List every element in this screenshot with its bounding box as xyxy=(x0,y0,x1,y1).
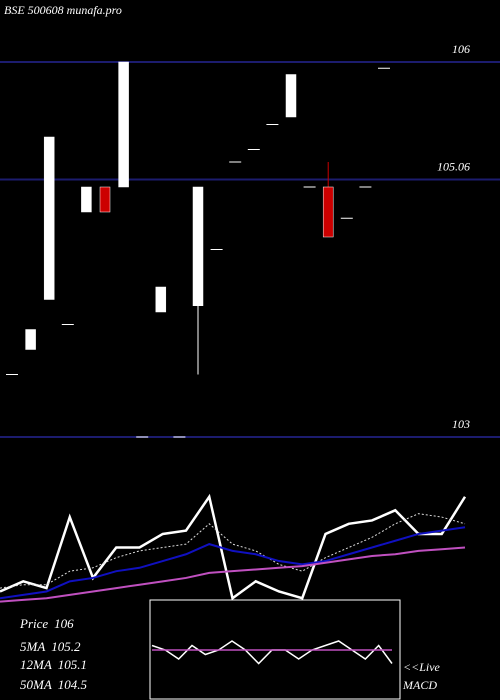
legend-name: 5MA xyxy=(20,639,45,654)
macd-label: <<Live xyxy=(403,660,441,674)
candle-body xyxy=(25,329,36,350)
series-line xyxy=(0,546,466,603)
legend-entry: 5MA 105.2 xyxy=(20,639,81,654)
candle-body xyxy=(285,74,297,118)
y-tick-label: 105.06 xyxy=(437,159,470,173)
legend-name: Price xyxy=(19,616,48,631)
y-tick-label: 103 xyxy=(452,417,470,431)
candle-body xyxy=(43,136,55,300)
legend-name: 50MA xyxy=(20,677,52,692)
candle-body xyxy=(322,186,334,238)
y-tick-label: 106 xyxy=(452,42,470,56)
candle-body xyxy=(81,186,92,213)
series-line xyxy=(0,526,466,600)
legend-name: 12MA xyxy=(20,657,52,672)
legend-entry: Price 106 xyxy=(19,616,74,631)
macd-label: MACD xyxy=(402,678,437,692)
candle-body xyxy=(192,186,204,306)
chart-title: BSE 500608 munafa.pro xyxy=(4,3,122,17)
legend-value: 105.2 xyxy=(51,639,81,654)
series-line xyxy=(0,513,466,589)
candle-body xyxy=(155,286,167,313)
legend-value: 104.5 xyxy=(58,677,88,692)
series-line xyxy=(0,493,467,601)
legend-value: 106 xyxy=(54,616,74,631)
legend-value: 105.1 xyxy=(58,657,87,672)
legend-entry: 50MA 104.5 xyxy=(20,677,88,692)
candle-body xyxy=(118,61,129,188)
legend-entry: 12MA 105.1 xyxy=(20,657,87,672)
candle-body xyxy=(99,186,111,213)
